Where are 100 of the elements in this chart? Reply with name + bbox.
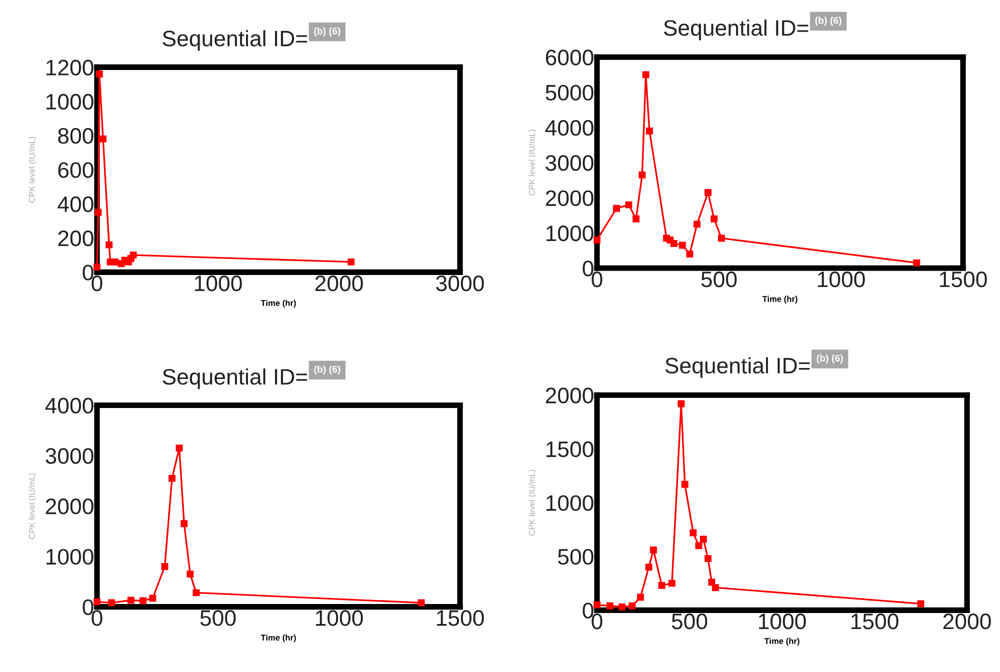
x-axis-title: Time (hr) [764,638,800,646]
point [418,599,425,606]
point [694,220,701,228]
point [645,564,652,571]
y-tick-label: 3000 [46,448,94,464]
x-tick-label: 1000 [818,271,865,288]
point [668,580,676,587]
point [710,215,718,222]
point [130,252,137,259]
x-tick-label: 1000 [758,614,806,630]
point [628,602,636,610]
point [176,444,183,452]
point [708,578,716,586]
y-tick-label: 1200 [46,60,94,76]
point [913,259,920,266]
y-tick-label: 6000 [546,50,594,66]
y-tick-label: 600 [58,162,94,178]
point [192,589,200,596]
point [678,400,685,408]
point [180,520,188,528]
point [637,594,644,601]
point [681,480,688,488]
y-tick-label: 1000 [46,94,94,110]
point [94,598,100,606]
point [106,241,113,248]
y-tick-label: 2000 [546,190,594,206]
point [112,258,119,266]
point [658,582,666,589]
y-tick-label: 2000 [46,498,94,514]
text: (b) (6) [815,16,842,26]
point [632,215,640,222]
y-axis-title: CPK level (IU/mL) [528,470,536,536]
text: (b) (6) [314,366,340,375]
point [917,600,924,608]
point [704,555,712,562]
y-tick-label: 0 [582,260,594,276]
x-axis-title: Time (hr) [762,296,798,304]
point [670,240,678,247]
point [94,208,102,216]
point [613,204,620,212]
point [140,597,146,604]
point [650,546,657,554]
y-tick-label: 400 [58,196,94,212]
point [168,474,176,482]
y-tick-label: 3000 [546,155,594,171]
x-tick-label: 500 [701,271,737,288]
point [594,601,600,608]
point [108,599,115,606]
point [149,594,156,602]
point [618,603,626,610]
y-tick-label: 0 [82,599,94,616]
point [718,234,725,242]
point [642,71,650,78]
point [161,563,168,570]
point [100,135,107,142]
x-tick-label: 500 [200,610,236,626]
point [127,596,134,604]
point [96,70,103,78]
point [348,258,355,266]
y-tick-label: 2000 [546,388,594,404]
point [712,584,719,592]
x-axis-title: Time (hr) [260,300,296,308]
chart-title: Sequential ID= [665,357,810,378]
x-axis-title: Time (hr) [260,634,296,642]
x-tick-label: 3000 [436,276,484,292]
y-tick-label: 4000 [45,398,94,414]
y-tick-label: 200 [58,230,94,246]
point [186,570,194,578]
point [690,529,697,536]
x-tick-label: 1000 [194,276,242,292]
point [606,602,614,610]
x-tick-label: 1500 [436,610,484,626]
point [695,542,702,550]
x-tick-label: 1000 [316,610,363,626]
x-tick-label: 2000 [315,276,363,292]
x-tick-label: 500 [672,614,708,630]
chart-title: Sequential ID= [162,368,308,390]
y-axis-title: CPK level (IU/mL) [28,136,36,203]
text: (b) (6) [816,354,843,364]
y-tick-label: 1000 [546,495,594,511]
point [678,242,686,249]
point [638,171,646,178]
x-tick-label: 1500 [940,271,987,288]
y-tick-label: 1500 [546,441,594,458]
y-tick-label: 5000 [546,84,594,101]
point [704,189,712,196]
x-tick-label: 1500 [851,614,898,630]
text: (b) (6) [314,27,340,36]
chart-title: Sequential ID= [162,30,308,51]
point [594,236,600,244]
y-axis-title: CPK level (IU/mL) [528,130,536,196]
y-tick-label: 4000 [545,120,594,136]
point [94,264,100,271]
y-tick-label: 500 [558,548,594,565]
y-tick-label: 800 [58,128,94,144]
chart-title: Sequential ID= [664,20,808,40]
point [686,250,694,258]
y-tick-label: 1000 [546,225,594,242]
point [625,201,632,208]
x-tick-label: 2000 [943,614,991,630]
